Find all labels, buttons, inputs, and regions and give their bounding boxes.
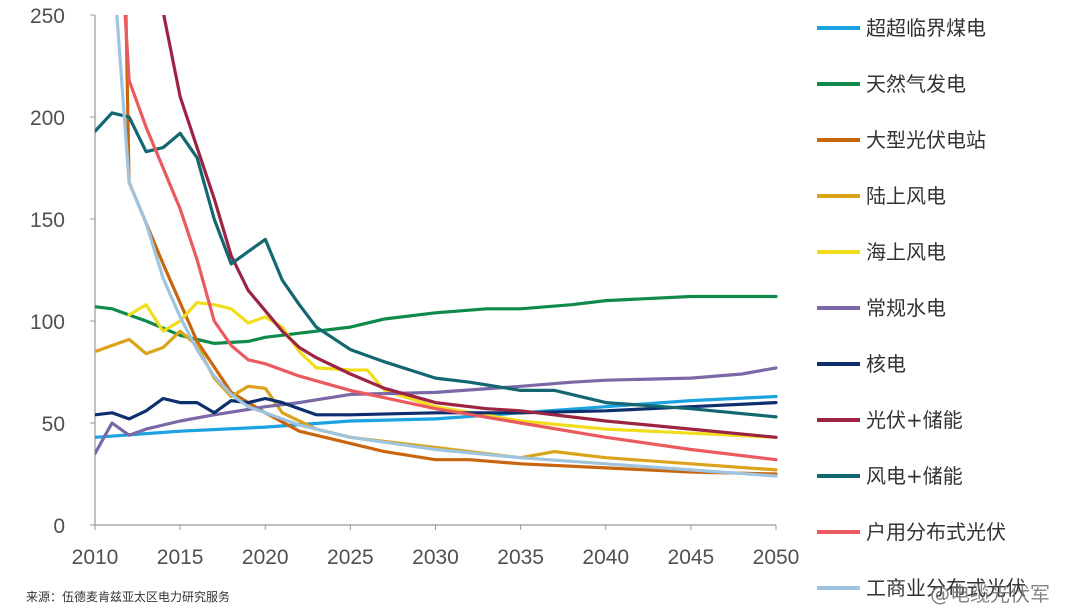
- watermark: @电缆光伏军: [930, 582, 1050, 606]
- legend-label-11: 工商业分布式光伏: [866, 576, 1026, 600]
- y-tick-label: 250: [30, 5, 65, 28]
- legend: 超超临界煤电天然气发电大型光伏电站陆上风电海上风电常规水电核电光伏+储能风电+储…: [817, 16, 1026, 600]
- x-tick-label: 2050: [753, 546, 800, 569]
- y-tick-label: 200: [30, 107, 65, 130]
- legend-label-5: 海上风电: [866, 240, 946, 264]
- x-tick-label: 2010: [72, 546, 119, 569]
- legend-label-3: 大型光伏电站: [866, 128, 986, 152]
- source-note: 来源：伍德麦肯兹亚太区电力研究服务: [26, 590, 231, 604]
- x-tick-label: 2035: [497, 546, 544, 569]
- y-tick-label: 0: [53, 515, 65, 538]
- series-line-4: [95, 329, 778, 472]
- x-tick-label: 2045: [668, 546, 715, 569]
- x-tick-label: 2015: [157, 546, 204, 569]
- series-line-10: [123, 15, 778, 462]
- legend-label-10: 户用分布式光伏: [866, 520, 1006, 544]
- series-lines: [95, 15, 778, 478]
- legend-label-9: 风电+储能: [866, 464, 963, 488]
- legend-label-1: 超超临界煤电: [866, 16, 986, 40]
- series-line-7: [95, 396, 778, 421]
- x-tick-label: 2020: [242, 546, 289, 569]
- y-tick-label: 50: [42, 413, 65, 436]
- series-line-11: [115, 15, 778, 478]
- legend-label-7: 核电: [866, 352, 906, 376]
- legend-label-6: 常规水电: [866, 296, 946, 320]
- series-line-3: [124, 15, 778, 476]
- y-tick-label: 150: [30, 209, 65, 232]
- series-line-2: [95, 294, 778, 345]
- x-tick-label: 2025: [327, 546, 374, 569]
- x-tick-label: 2040: [582, 546, 629, 569]
- legend-label-4: 陆上风电: [866, 184, 946, 208]
- y-tick-label: 100: [30, 311, 65, 334]
- series-line-8: [162, 15, 778, 439]
- axes: 0 50 100 150 200 250 2010 2015 2020 2025 2030 2035 2…: [30, 5, 799, 569]
- legend-label-8: 光伏+储能: [866, 408, 963, 432]
- series-line-1: [95, 394, 778, 439]
- legend-label-2: 天然气发电: [866, 72, 966, 96]
- x-tick-label: 2030: [412, 546, 459, 569]
- series-line-9: [95, 111, 778, 419]
- series-line-6: [95, 366, 778, 456]
